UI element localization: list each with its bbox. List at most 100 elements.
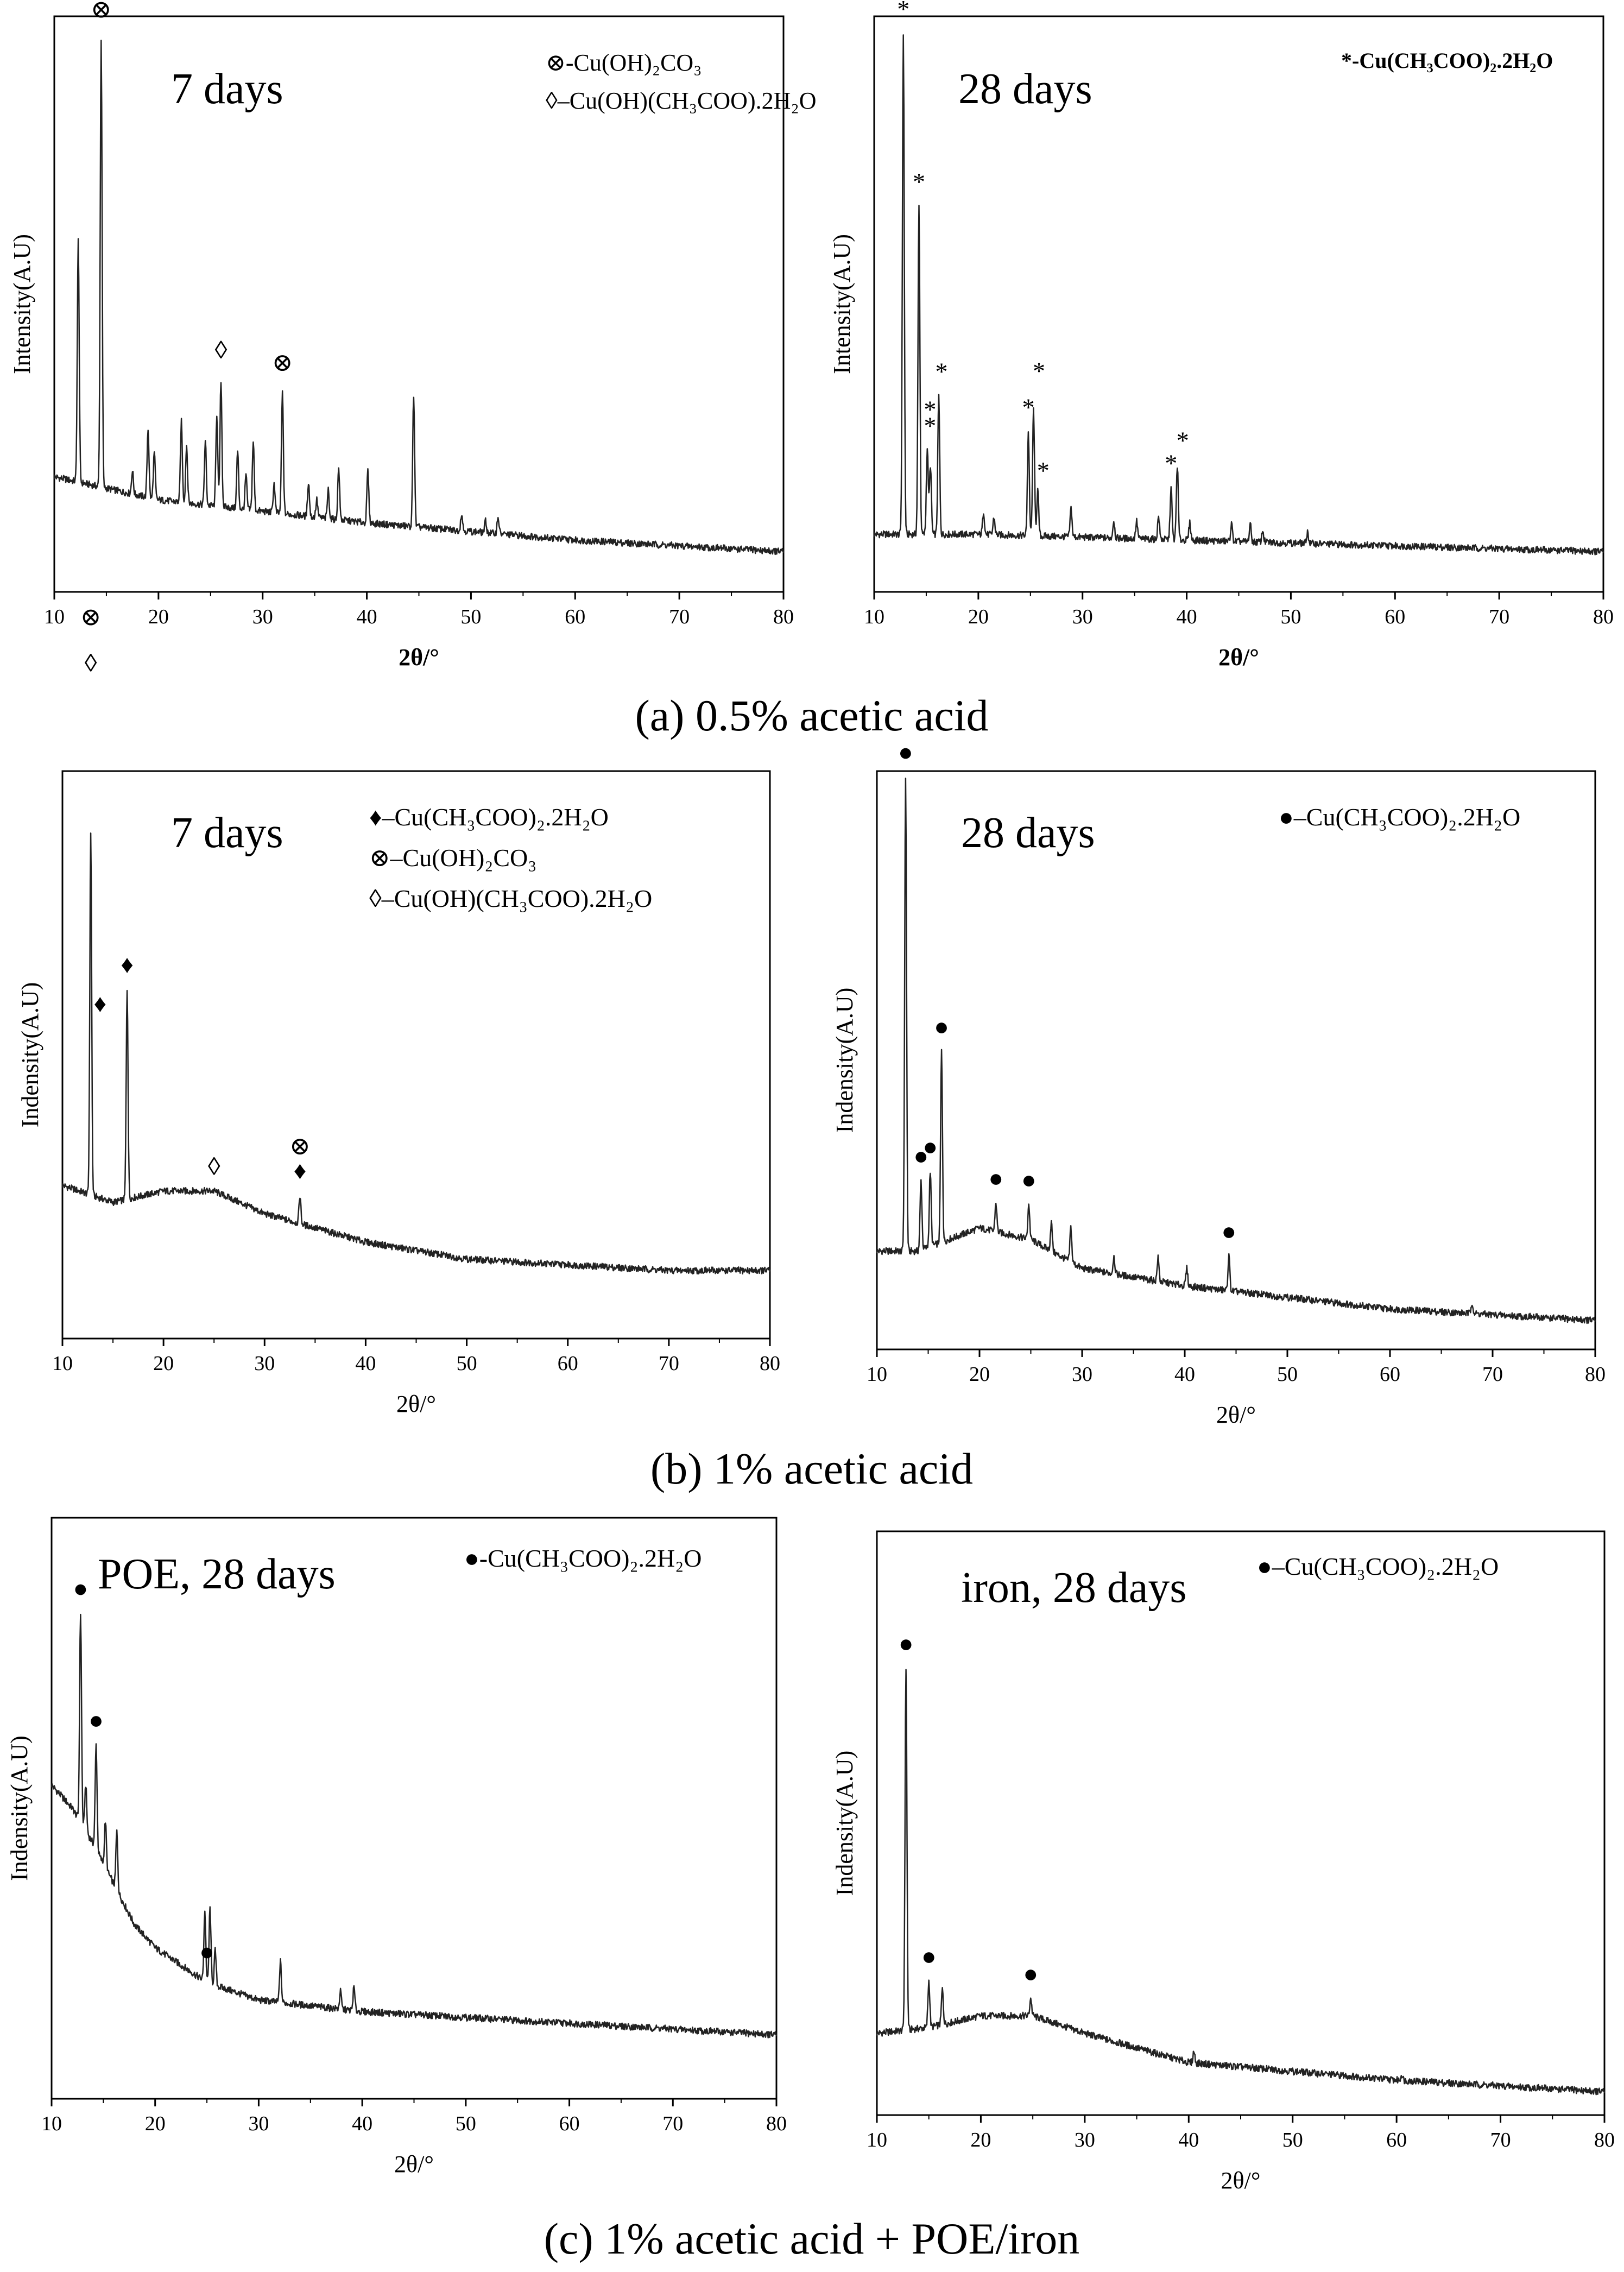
x-tick-label: 60 <box>565 605 585 628</box>
y-axis-label: Intensity(A.U) <box>9 234 35 374</box>
x-tick-label: 70 <box>659 1352 679 1375</box>
x-tick-label: 30 <box>1072 605 1093 628</box>
caption-c: (c) 1% acetic acid + POE/iron <box>544 2214 1080 2263</box>
x-tick-label: 60 <box>1386 2129 1407 2151</box>
caption-a: (a) 0.5% acetic acid <box>635 691 988 740</box>
y-axis-label: Indensity(A.U) <box>831 1751 858 1896</box>
x-tick-label: 70 <box>1490 2129 1511 2151</box>
x-tick-label: 60 <box>1385 605 1405 628</box>
x-tick-label: 20 <box>148 605 169 628</box>
x-tick-label: 50 <box>1277 1363 1298 1386</box>
x-tick-label: 80 <box>760 1352 780 1375</box>
peak-marker: ● <box>899 1630 914 1657</box>
x-tick-label: 80 <box>1585 1363 1606 1386</box>
legend-entry: ⊗–Cu(OH)₂CO₃ <box>369 844 536 872</box>
peak-marker: ⊗ <box>289 1132 311 1160</box>
peak-marker: ● <box>73 1574 89 1602</box>
chart-title: 7 days <box>171 65 283 113</box>
peak-marker: ◊ <box>208 1152 220 1180</box>
chart-a7: 10 20 30 40 50 60 70 80 2θ/° Intensity(A.U) 7 days… <box>9 0 817 671</box>
series-line <box>876 778 1596 1324</box>
x-axis-label: 2θ/° <box>1221 2167 1261 2194</box>
x-tick-label: 40 <box>1174 1363 1195 1386</box>
x-tick-label: 40 <box>1177 605 1197 628</box>
peak-marker: * <box>1022 394 1034 421</box>
x-tick-label: 70 <box>669 605 690 628</box>
x-tick-label: 60 <box>1380 1363 1400 1386</box>
peak-marker: ⊗ <box>272 349 293 376</box>
x-tick-label: 40 <box>1178 2129 1199 2151</box>
x-tick-label: 20 <box>968 605 989 628</box>
peak-marker: ● <box>1023 1960 1038 1987</box>
x-tick-label: 60 <box>558 1352 578 1375</box>
peak-marker: ● <box>199 1938 214 1966</box>
x-tick-label: 20 <box>145 2112 166 2135</box>
peak-marker: ● <box>1021 1166 1037 1194</box>
legend-entry: ⊗-Cu(OH)₂CO₃ <box>546 49 702 76</box>
peak-marker: * <box>1033 357 1045 385</box>
chart-cPOE: 10 20 30 40 50 60 70 80 2θ/° Indensity(A.U) POE, 2… <box>6 1517 787 2178</box>
x-tick-label: 50 <box>457 1352 477 1375</box>
x-tick-label: 70 <box>1489 605 1509 628</box>
series-line <box>873 34 1604 556</box>
series-line <box>53 40 785 556</box>
peak-marker: ◊ <box>85 649 97 677</box>
x-tick-label: 10 <box>864 605 884 628</box>
x-tick-label: 10 <box>867 2129 887 2151</box>
legend-entry: ◊–Cu(OH)(CH₃COO).2H₂O <box>546 87 817 114</box>
x-axis-label: 2θ/° <box>394 2151 434 2178</box>
x-axis-label: 2θ/° <box>1218 644 1259 671</box>
x-tick-label: 30 <box>248 2112 269 2135</box>
chart-b28: 10 20 30 40 50 60 70 80 2θ/° Indensity(A.U) 28 day… <box>831 739 1606 1428</box>
peak-marker: * <box>1165 449 1177 477</box>
y-axis-label: Intensity(A.U) <box>829 234 855 374</box>
legend-entry: ●-Cu(CH₃COO)₂.2H₂O <box>464 1544 702 1572</box>
x-tick-label: 80 <box>1594 2129 1615 2151</box>
y-axis-label: Indensity(A.U) <box>6 1735 33 1881</box>
series-line <box>50 1613 778 2039</box>
x-tick-label: 70 <box>1482 1363 1503 1386</box>
x-tick-label: 20 <box>153 1352 174 1375</box>
x-tick-label: 30 <box>1072 1363 1092 1386</box>
peak-marker: ● <box>89 1706 104 1734</box>
peak-marker: ● <box>934 1013 949 1040</box>
x-axis-label: 2θ/° <box>1216 1402 1256 1428</box>
peak-marker: ● <box>913 1142 928 1170</box>
x-tick-label: 70 <box>662 2112 683 2135</box>
x-tick-label: 40 <box>355 1352 376 1375</box>
x-tick-label: 40 <box>357 605 377 628</box>
legend-entry: ●–Cu(CH₃COO)₂.2H₂O <box>1257 1552 1499 1580</box>
x-tick-label: 10 <box>44 605 65 628</box>
peak-marker: ● <box>922 1133 938 1160</box>
x-tick-label: 80 <box>766 2112 787 2135</box>
x-tick-label: 30 <box>1075 2129 1095 2151</box>
chart-title: iron, 28 days <box>961 1564 1187 1612</box>
peak-marker: ⊗ <box>80 603 102 631</box>
peak-marker: ⊗ <box>91 0 112 23</box>
x-tick-label: 40 <box>352 2112 372 2135</box>
peak-marker: ● <box>1221 1217 1236 1245</box>
x-axis-label: 2θ/° <box>396 1391 436 1417</box>
y-axis-label: Indensity(A.U) <box>831 988 858 1133</box>
x-tick-label: 20 <box>970 2129 991 2151</box>
chart-title: 7 days <box>171 809 283 857</box>
legend-entry: ♦–Cu(CH₃COO)₂.2H₂O <box>369 803 609 831</box>
x-tick-label: 80 <box>773 605 794 628</box>
peak-marker: * <box>1037 457 1050 484</box>
chart-title: 28 days <box>958 65 1092 113</box>
plot-frame <box>876 770 1596 1350</box>
peak-marker: ● <box>988 1164 1003 1192</box>
x-tick-label: 30 <box>254 1352 275 1375</box>
x-axis-label: 2θ/° <box>399 644 439 671</box>
x-tick-label: 10 <box>867 1363 887 1386</box>
legend-entry: *-Cu(CH₃COO)₂.2H₂O <box>1341 48 1553 73</box>
x-tick-label: 30 <box>252 605 273 628</box>
x-tick-label: 50 <box>1282 2129 1303 2151</box>
series-line <box>61 832 771 1274</box>
peak-marker: ♦ <box>294 1157 306 1184</box>
peak-marker: ♦ <box>121 951 133 979</box>
x-tick-label: 50 <box>456 2112 476 2135</box>
x-tick-label: 50 <box>1280 605 1301 628</box>
chart-title: POE, 28 days <box>98 1550 336 1598</box>
